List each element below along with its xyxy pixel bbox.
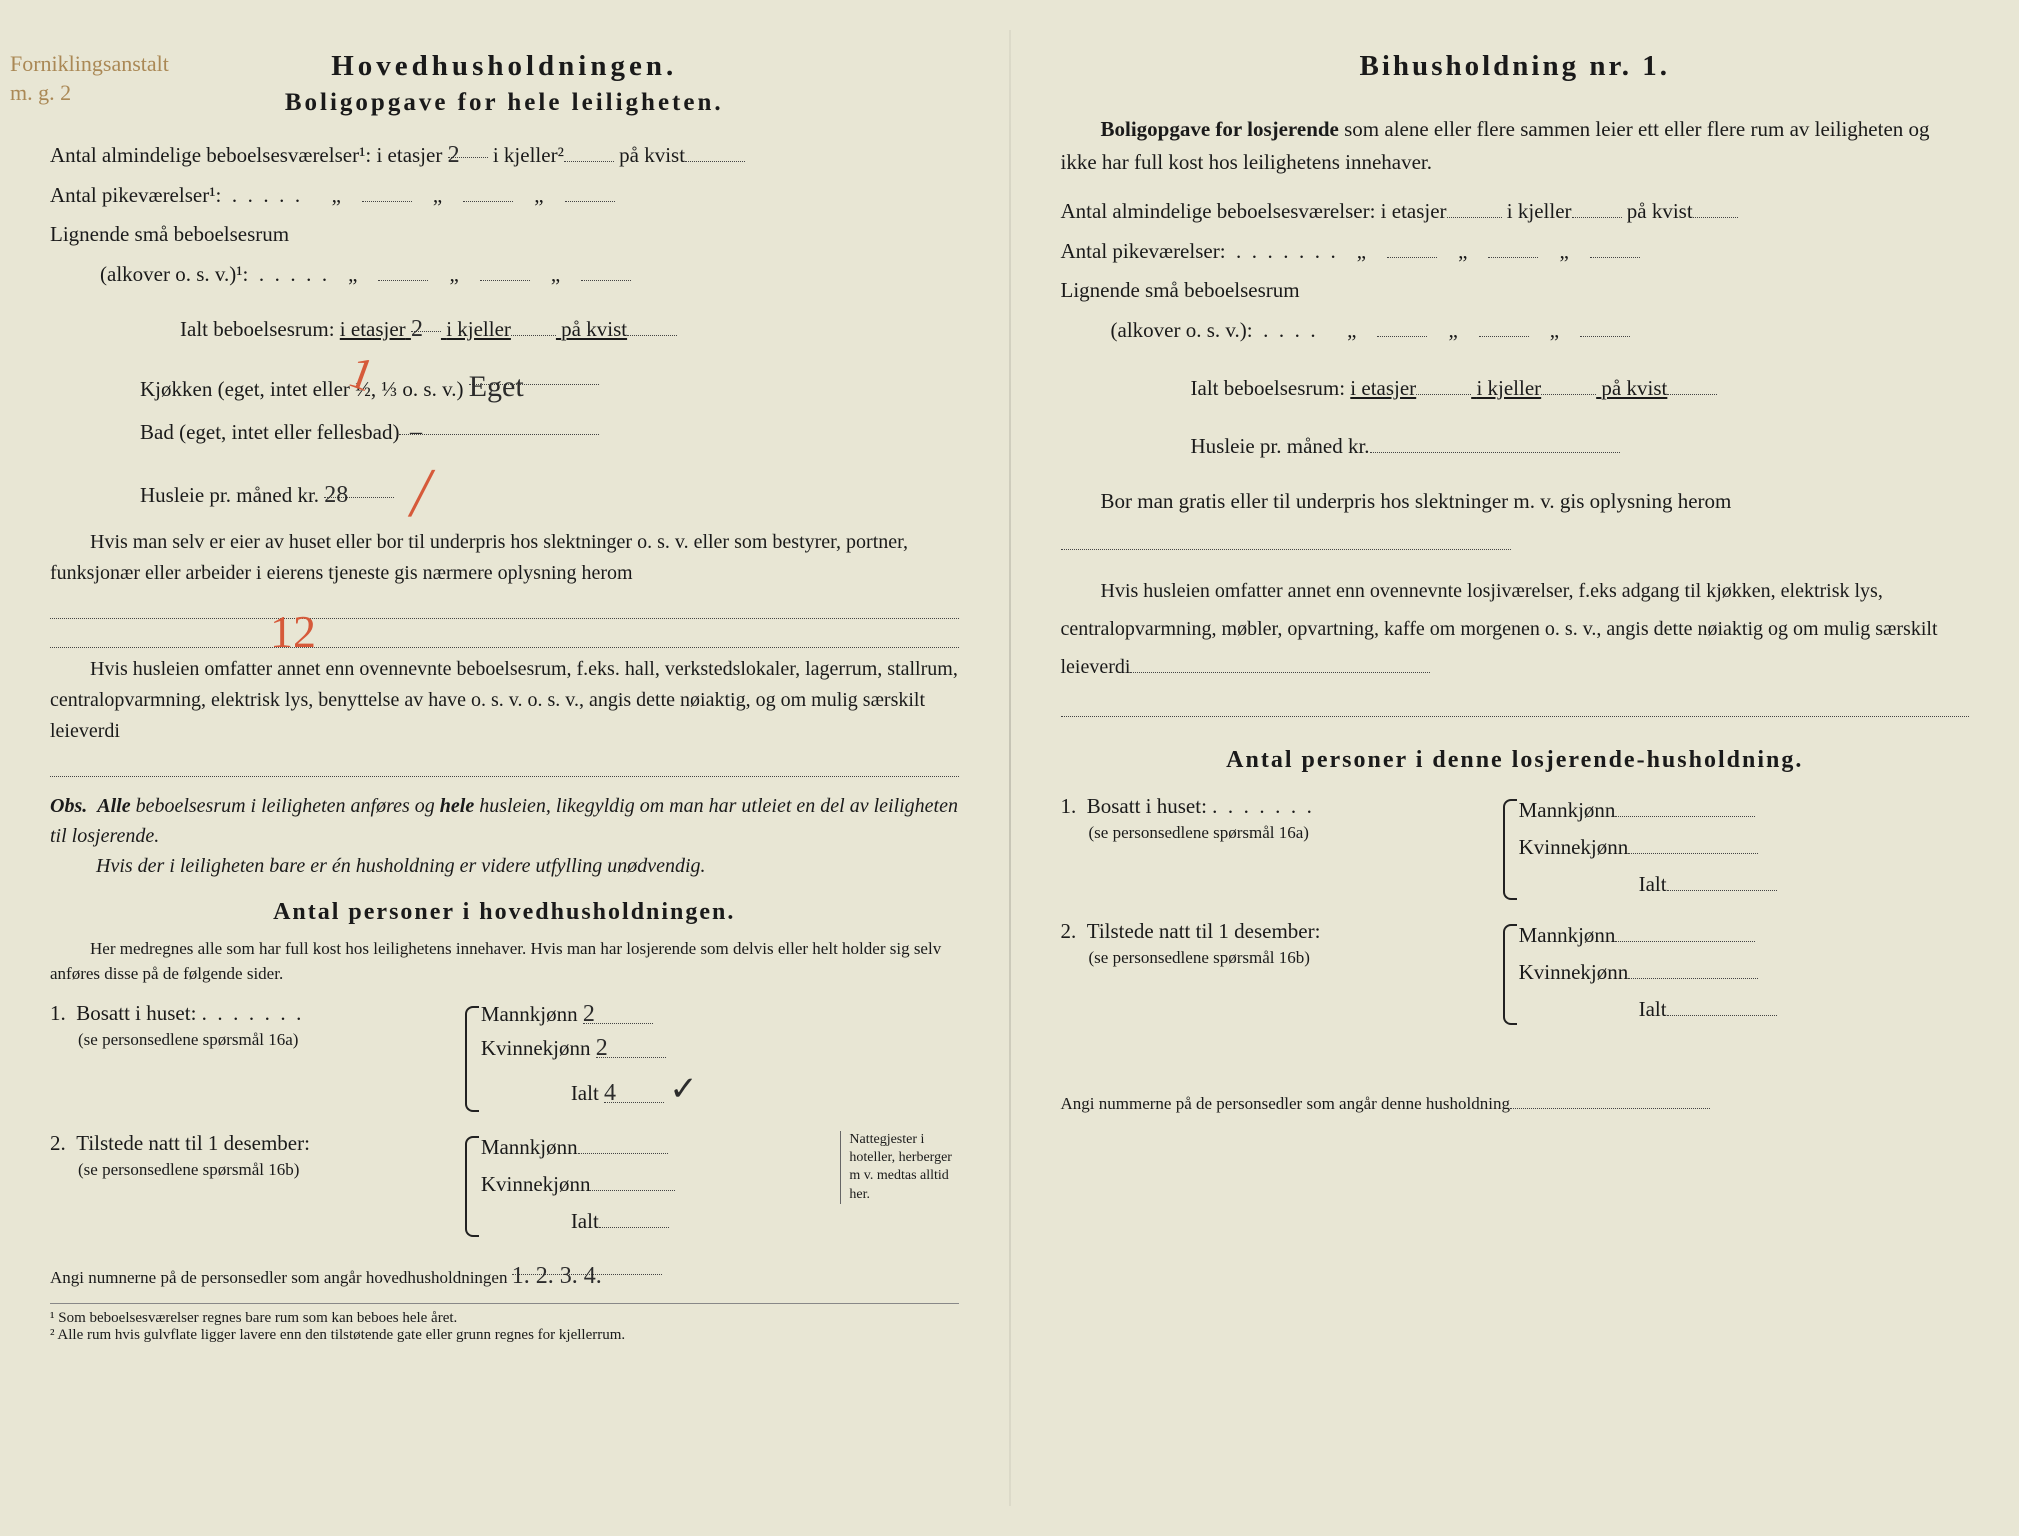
- r-ialt-line: Ialt beboelsesrum: i etasjer i kjeller p…: [1061, 371, 1970, 407]
- blank-line: [50, 755, 959, 777]
- r-husleie-line: Husleie pr. måned kr.: [1061, 429, 1970, 465]
- r-section-heading: Antal personer i denne losjerende-hushol…: [1061, 747, 1970, 774]
- bosatt-row: 1. Bosatt i huset: . . . . . . . (se per…: [50, 1001, 959, 1117]
- husleie-note: Hvis husleien omfatter annet enn ovennev…: [50, 654, 959, 747]
- r-pike-line: Antal pikeværelser: . . . . . . . „ „ „: [1061, 234, 1970, 270]
- right-intro: Boligopgave for losjerende som alene ell…: [1061, 113, 1970, 178]
- natt-side-note: Nattegjester i hoteller, herberger m v. …: [840, 1131, 958, 1204]
- footnotes: ¹ Som beboelsesværelser regnes bare rum …: [50, 1303, 959, 1344]
- bad-line: Bad (eget, intet eller fellesbad) –: [50, 412, 959, 451]
- alkover-line-a: Lignende små beboelsesrum: [50, 217, 959, 253]
- owner-note: Hvis man selv er eier av huset eller bor…: [50, 527, 959, 589]
- r-gratis-para: Bor man gratis eller til underpris hos s…: [1061, 480, 1970, 564]
- r-alkover-a: Lignende små beboelsesrum: [1061, 273, 1970, 309]
- r-bosatt-row: 1. Bosatt i huset: . . . . . . . (se per…: [1061, 794, 1970, 905]
- husleie-line: Husleie pr. måned kr. 28 ╱: [50, 455, 959, 523]
- ialt-line: Ialt beboelsesrum: i etasjer 2 i kjeller…: [50, 309, 959, 348]
- obs-line2: Hvis der i leiligheten bare er én hushol…: [50, 851, 959, 881]
- obs-block: Obs. Alle beboelsesrum i leiligheten anf…: [50, 791, 959, 851]
- right-page: Bihusholdning nr. 1. Boligopgave for los…: [1011, 30, 2000, 1506]
- red-12-mark: 12: [270, 605, 316, 658]
- kjokken-line: Kjøkken (eget, intet eller ½, ⅓ o. s. v.…: [50, 361, 959, 408]
- pikevaerelser-line: Antal pikeværelser¹: . . . . . „ „ „: [50, 178, 959, 214]
- angi-line: Angi numnerne på de personsedler som ang…: [50, 1256, 959, 1293]
- section-persons-heading: Antal personer i hovedhusholdningen.: [50, 899, 959, 926]
- left-page: Forniklingsanstalt m. g. 2 Hovedhusholdn…: [20, 30, 1009, 1506]
- r-husleie-para: Hvis husleien omfatter annet enn ovennev…: [1061, 572, 1970, 686]
- blank-line: [1061, 694, 1970, 716]
- blank-line: 12: [50, 625, 959, 647]
- r-alkover-b: (alkover o. s. v.): . . . . „ „ „: [1061, 313, 1970, 349]
- r-rooms-line: Antal almindelige beboelsesværelser: i e…: [1061, 194, 1970, 230]
- blank-line: [50, 597, 959, 619]
- right-title: Bihusholdning nr. 1.: [1061, 50, 1970, 83]
- rooms-line-1: Antal almindelige beboelsesværelser¹: i …: [50, 135, 959, 174]
- alkover-line-b: (alkover o. s. v.)¹: . . . . . „ „ „: [50, 257, 959, 293]
- tilstede-row: 2. Tilstede natt til 1 desember: (se per…: [50, 1131, 959, 1242]
- r-angi-line: Angi nummerne på de personsedler som ang…: [1061, 1090, 1970, 1119]
- margin-handwriting: Forniklingsanstalt m. g. 2: [10, 50, 190, 107]
- r-tilstede-row: 2. Tilstede natt til 1 desember: (se per…: [1061, 919, 1970, 1030]
- section-intro: Her medregnes alle som har full kost hos…: [50, 936, 959, 987]
